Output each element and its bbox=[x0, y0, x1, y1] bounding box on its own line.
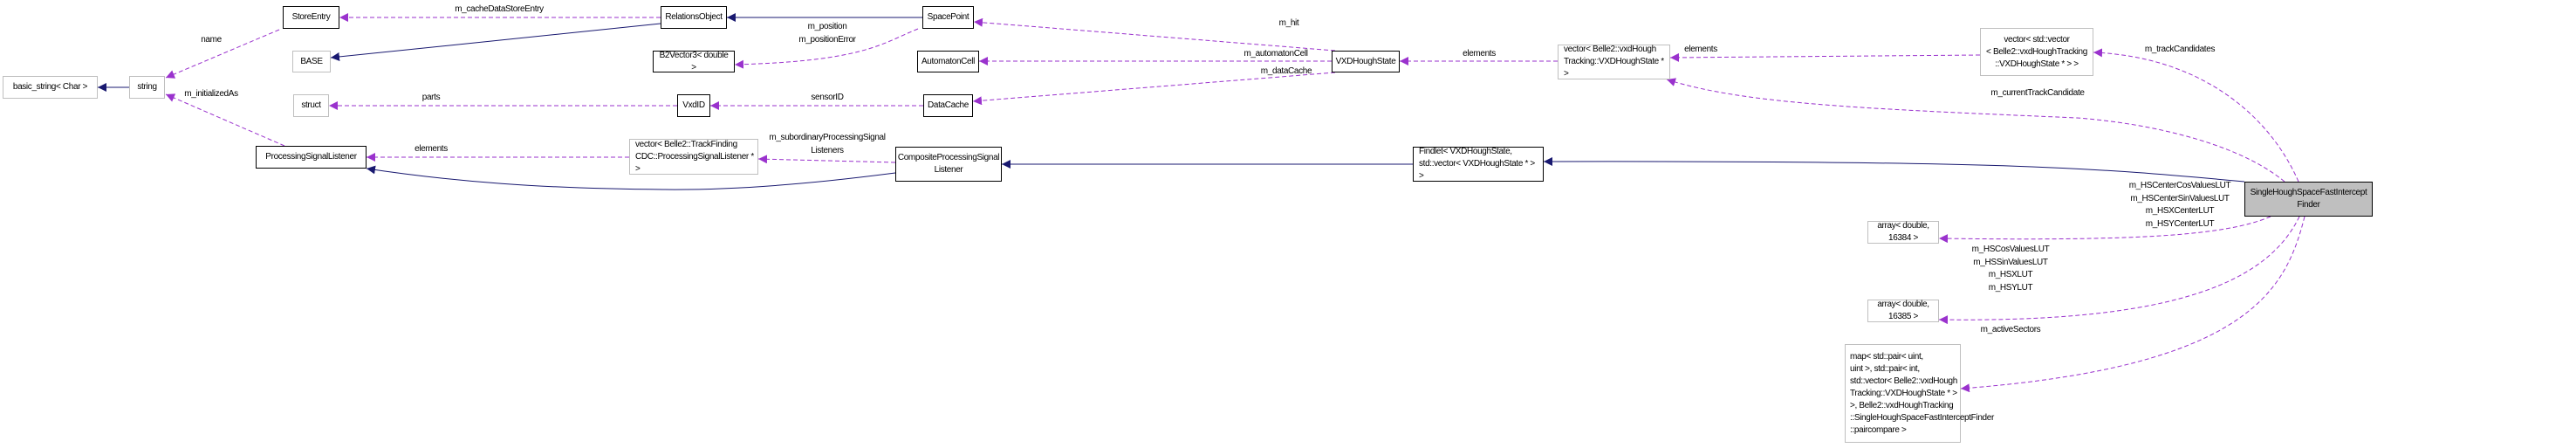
label-psl-elements: elements bbox=[414, 144, 448, 154]
label-hit: m_hit bbox=[1278, 18, 1299, 28]
edge-vv-elements bbox=[1669, 52, 1981, 62]
label-position: m_position m_positionError bbox=[798, 22, 856, 45]
edge-hit bbox=[973, 17, 1336, 52]
edge-subordinary bbox=[757, 155, 896, 164]
edge-track-candidates bbox=[2093, 48, 2299, 183]
edge-composite-psl bbox=[366, 165, 896, 190]
node-array-16385[interactable]: array< double, 16385 > bbox=[1867, 300, 1939, 322]
node-processing-signal-listener[interactable]: ProcessingSignalListener bbox=[256, 146, 367, 169]
edge-center-luts bbox=[1938, 216, 2271, 244]
label-automaton-cell: m_automatonCell bbox=[1243, 49, 1308, 59]
label-sensor-id: sensorID bbox=[811, 93, 844, 102]
node-automaton-cell[interactable]: AutomatonCell bbox=[917, 51, 979, 72]
node-b2vector3[interactable]: B2Vector3< double > bbox=[653, 51, 735, 72]
label-subordinary: m_subordinaryProcessingSignal Listeners bbox=[769, 133, 886, 155]
edge-data-cache bbox=[972, 72, 1336, 106]
label-data-cache: m_dataCache bbox=[1260, 66, 1312, 76]
node-struct[interactable]: struct bbox=[293, 94, 329, 117]
edge-active-sectors bbox=[1960, 216, 2305, 393]
node-vector-vector[interactable]: vector< std::vector < Belle2::vxdHoughTr… bbox=[1980, 28, 2093, 76]
node-findlet[interactable]: Findlet< VXDHoughState, std::vector< VXD… bbox=[1413, 147, 1544, 182]
label-luts: m_HSCosValuesLUT m_HSSinValuesLUT m_HSXL… bbox=[1971, 245, 2050, 293]
node-composite-psl[interactable]: CompositeProcessingSignal Listener bbox=[895, 147, 1002, 182]
label-cache-data-store-entry: m_cacheDataStoreEntry bbox=[455, 4, 544, 14]
edge-relations-base bbox=[330, 23, 661, 61]
label-center-luts: m_HSCenterCosValuesLUT m_HSCenterSinValu… bbox=[2128, 181, 2231, 229]
node-relations-object[interactable]: RelationsObject bbox=[661, 6, 727, 29]
label-active-sectors: m_activeSectors bbox=[1980, 325, 2041, 334]
node-store-entry[interactable]: StoreEntry bbox=[283, 6, 339, 29]
label-track-candidates: m_trackCandidates bbox=[2144, 45, 2216, 54]
edge-main-findlet bbox=[1543, 156, 2245, 183]
node-space-point[interactable]: SpacePoint bbox=[922, 6, 974, 29]
label-parts: parts bbox=[421, 93, 441, 102]
node-vxdid[interactable]: VxdID bbox=[677, 94, 710, 117]
label-initialized-as: m_initializedAs bbox=[184, 89, 238, 99]
label-vv-elements: elements bbox=[1684, 45, 1717, 54]
node-string[interactable]: string bbox=[129, 76, 165, 99]
node-base[interactable]: BASE bbox=[292, 51, 331, 72]
edge-current-track-candidate bbox=[1666, 78, 2285, 183]
edge-name bbox=[165, 29, 280, 79]
edge-initialized-as bbox=[165, 93, 285, 147]
label-current-track-candidate: m_currentTrackCandidate bbox=[1990, 88, 2085, 98]
label-vxd-elements: elements bbox=[1463, 49, 1496, 59]
node-map[interactable]: map< std::pair< uint, uint >, std::pair<… bbox=[1845, 344, 1994, 443]
label-name: name bbox=[201, 35, 222, 45]
edge-luts bbox=[1938, 216, 2300, 325]
node-single-hough-space-fast-intercept-finder[interactable]: SingleHoughSpaceFastIntercept Finder bbox=[2244, 182, 2373, 217]
node-basic-string[interactable]: basic_string< Char > bbox=[3, 76, 98, 99]
node-vxd-hough-state[interactable]: VXDHoughState bbox=[1332, 51, 1400, 72]
node-vector-psl[interactable]: vector< Belle2::TrackFinding CDC::Proces… bbox=[629, 139, 758, 175]
node-vector-vxd[interactable]: vector< Belle2::vxdHough Tracking::VXDHo… bbox=[1558, 45, 1670, 79]
node-array-16384[interactable]: array< double, 16384 > bbox=[1867, 221, 1939, 244]
node-data-cache[interactable]: DataCache bbox=[923, 94, 973, 117]
